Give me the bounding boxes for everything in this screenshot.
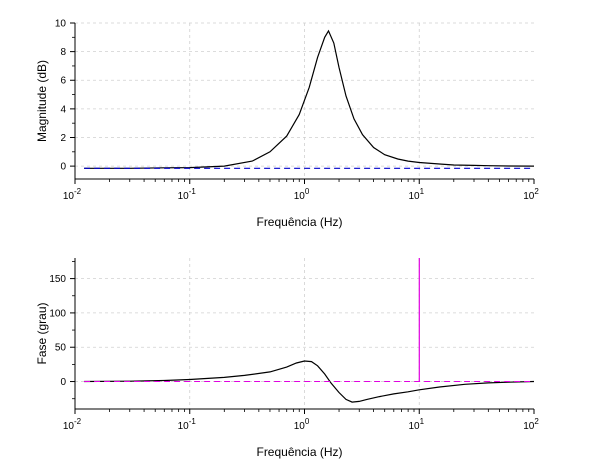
- y-tick-label: 150: [49, 274, 66, 285]
- y-tick-label: 100: [49, 308, 66, 319]
- x-tick-label: 10-1: [178, 417, 197, 432]
- series-line-1: [84, 29, 535, 169]
- gridlines: [75, 258, 534, 409]
- y-tick-label: 6: [60, 76, 66, 87]
- x-tick-label: 100: [294, 187, 310, 202]
- x-tick-exponent: 1: [420, 187, 425, 196]
- x-tick-exponent: 1: [420, 417, 425, 426]
- x-tick-exponent: 0: [305, 417, 310, 426]
- y-tick-label: 8: [60, 47, 66, 58]
- series-group: [84, 258, 535, 403]
- y-axis-title: Fase (grau): [35, 302, 49, 364]
- x-tick-label: 102: [523, 417, 539, 432]
- x-tick-label: 101: [408, 187, 424, 202]
- x-tick-label: 102: [523, 187, 539, 202]
- y-tick-label: 0: [60, 377, 66, 388]
- series-group: [84, 29, 535, 169]
- series-line-1: [84, 360, 535, 403]
- y-tick-label: 50: [55, 343, 67, 354]
- x-tick-label: 10-1: [178, 187, 197, 202]
- x-axis-title: Frequência (Hz): [256, 215, 342, 229]
- y-axis-title: Magnitude (dB): [35, 60, 49, 142]
- x-tick-exponent: 0: [305, 187, 310, 196]
- x-tick-exponent: 2: [534, 417, 539, 426]
- x-tick-exponent: -2: [74, 417, 82, 426]
- x-tick-exponent: 2: [534, 187, 539, 196]
- x-tick-exponent: -1: [189, 187, 197, 196]
- x-axis-title: Frequência (Hz): [256, 445, 342, 459]
- y-tick-label: 2: [60, 133, 66, 144]
- y-tick-label: 10: [55, 19, 67, 30]
- x-tick-exponent: -2: [74, 187, 82, 196]
- x-tick-label: 100: [294, 417, 310, 432]
- y-tick-label: 0: [60, 162, 66, 173]
- x-tick-label: 101: [408, 417, 424, 432]
- x-tick-label: 10-2: [63, 187, 82, 202]
- y-tick-label: 4: [60, 104, 66, 115]
- x-tick-exponent: -1: [189, 417, 197, 426]
- x-tick-label: 10-2: [63, 417, 82, 432]
